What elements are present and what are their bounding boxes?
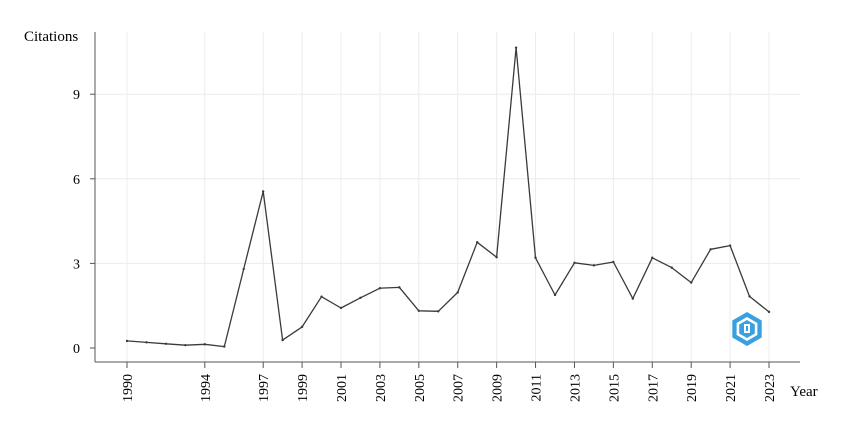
series-group — [125, 46, 771, 348]
data-point — [592, 264, 596, 267]
x-tick-label: 2003 — [374, 374, 389, 402]
data-point — [514, 46, 518, 49]
data-point — [300, 325, 304, 329]
data-point — [456, 291, 459, 294]
data-point — [495, 255, 498, 259]
data-point — [631, 297, 635, 300]
chart-grid — [95, 32, 800, 362]
data-point — [437, 310, 440, 313]
y-tick-label: 6 — [73, 173, 80, 188]
data-point — [281, 338, 284, 342]
data-point — [573, 261, 576, 265]
x-tick-label: 1990 — [121, 374, 136, 402]
x-tick-label: 1999 — [296, 374, 311, 402]
x-tick-label: 2017 — [646, 374, 661, 402]
data-point — [125, 339, 129, 343]
data-point — [223, 345, 226, 348]
x-tick-label: 2001 — [335, 374, 350, 402]
data-point — [651, 256, 654, 259]
data-point — [145, 341, 148, 344]
data-point — [534, 256, 537, 259]
y-axis-ticks: 0 3 6 9 — [73, 88, 95, 357]
citations-series-line — [126, 47, 770, 348]
data-point — [261, 190, 265, 193]
data-point — [242, 267, 245, 271]
data-point — [164, 342, 168, 345]
hexagon-logo-icon — [732, 312, 762, 346]
data-point — [728, 244, 732, 247]
y-tick-label: 3 — [73, 257, 80, 272]
data-point — [612, 260, 615, 264]
data-point — [475, 241, 479, 244]
y-tick-label: 0 — [73, 342, 80, 357]
data-point — [359, 296, 362, 300]
data-point — [689, 281, 693, 284]
data-point — [709, 248, 712, 251]
x-tick-label: 2005 — [413, 374, 428, 402]
y-axis-title: Citations — [24, 29, 78, 45]
x-tick-label: 1997 — [257, 374, 272, 402]
data-point — [320, 295, 323, 298]
data-point — [417, 309, 421, 312]
x-tick-label: 2021 — [724, 374, 739, 402]
x-tick-label: 2007 — [452, 374, 467, 402]
data-point — [748, 295, 751, 298]
x-tick-label: 2023 — [763, 374, 778, 402]
data-point — [184, 343, 187, 347]
x-tick-label: 2013 — [568, 374, 583, 402]
x-tick-label: 2009 — [491, 374, 506, 402]
x-axis-title: Year — [790, 384, 818, 400]
x-tick-label: 1994 — [199, 374, 214, 402]
data-point — [398, 286, 401, 289]
y-tick-label: 9 — [73, 88, 80, 103]
data-point — [767, 310, 771, 314]
data-point — [203, 343, 207, 346]
x-tick-label: 2011 — [530, 374, 545, 401]
data-point — [339, 306, 343, 310]
data-point — [553, 293, 557, 297]
x-tick-label: 2015 — [607, 374, 622, 402]
data-point — [670, 266, 673, 269]
x-tick-label: 2019 — [685, 374, 700, 402]
chart-axes — [94, 32, 800, 363]
x-axis-ticks: 1990 1994 1997 1999 2001 2003 2005 2007 2009 2011… — [121, 362, 778, 402]
data-point — [378, 287, 382, 290]
